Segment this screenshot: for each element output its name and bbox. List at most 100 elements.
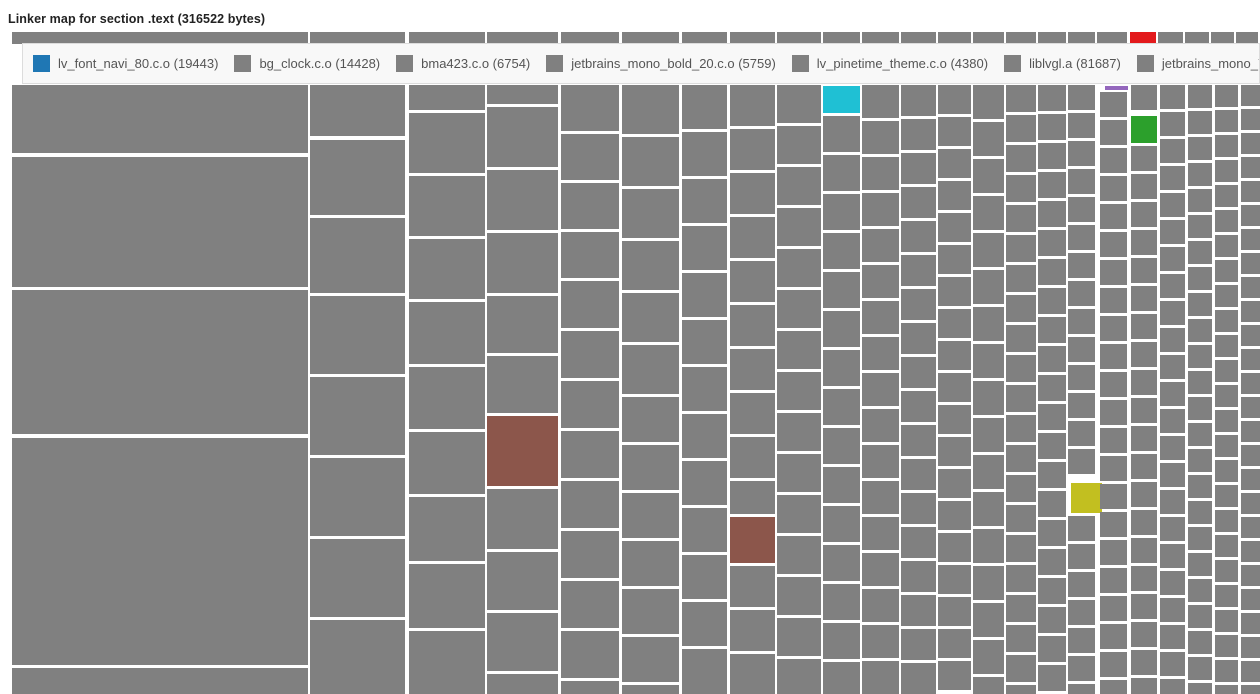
treemap-tile[interactable] xyxy=(1100,316,1127,341)
treemap-tile[interactable] xyxy=(409,85,485,110)
treemap-tile[interactable] xyxy=(1100,204,1127,229)
treemap-tile[interactable] xyxy=(862,553,899,586)
treemap-tile[interactable] xyxy=(1131,85,1157,110)
treemap-tile[interactable] xyxy=(1215,110,1238,132)
treemap-tile[interactable] xyxy=(1241,685,1260,694)
treemap-tile[interactable] xyxy=(1160,652,1185,676)
treemap-tile[interactable] xyxy=(1241,445,1260,466)
treemap-tile[interactable] xyxy=(1131,174,1157,199)
treemap-tile[interactable] xyxy=(730,393,775,434)
treemap-tile[interactable] xyxy=(622,85,679,134)
treemap-tile[interactable] xyxy=(938,149,971,178)
treemap-tile[interactable] xyxy=(1100,260,1127,285)
treemap-tile[interactable] xyxy=(1215,410,1238,432)
treemap-tile[interactable] xyxy=(777,577,821,615)
treemap-tile[interactable] xyxy=(1038,201,1066,227)
treemap-tile[interactable] xyxy=(310,377,405,455)
treemap-tile[interactable] xyxy=(1038,288,1066,314)
treemap-tile[interactable] xyxy=(1131,202,1157,227)
treemap-tile[interactable] xyxy=(1241,205,1260,226)
treemap-tile[interactable] xyxy=(862,85,899,118)
treemap-tile[interactable] xyxy=(561,134,619,180)
treemap-tile[interactable] xyxy=(901,357,936,388)
legend-entry[interactable]: liblvgl.a (81687) xyxy=(1004,55,1121,72)
treemap-tile[interactable] xyxy=(1068,253,1095,278)
treemap-tile[interactable] xyxy=(1006,445,1036,472)
treemap-tile[interactable] xyxy=(1006,625,1036,652)
treemap-tile[interactable] xyxy=(1100,372,1127,397)
treemap-tile[interactable] xyxy=(1006,295,1036,322)
treemap-tile[interactable] xyxy=(1100,92,1127,117)
treemap-tile[interactable] xyxy=(862,445,899,478)
treemap-tile[interactable] xyxy=(487,32,558,44)
treemap-tile[interactable] xyxy=(12,157,308,287)
treemap-tile[interactable] xyxy=(1188,371,1212,394)
treemap-tile[interactable] xyxy=(1100,624,1127,649)
treemap-tile[interactable] xyxy=(973,566,1004,600)
treemap-tile[interactable] xyxy=(1038,433,1066,459)
treemap-tile[interactable] xyxy=(730,85,775,126)
treemap-tile[interactable] xyxy=(487,489,558,549)
treemap-tile[interactable] xyxy=(1038,32,1066,44)
treemap-tile[interactable] xyxy=(938,565,971,594)
treemap-tile[interactable] xyxy=(901,153,936,184)
treemap-tile[interactable] xyxy=(823,233,860,269)
treemap-tile[interactable] xyxy=(730,349,775,390)
treemap-tile[interactable] xyxy=(1241,301,1260,322)
treemap-tile[interactable] xyxy=(12,290,308,434)
treemap-tile[interactable] xyxy=(1215,485,1238,507)
treemap-tile[interactable] xyxy=(901,323,936,354)
treemap-tile[interactable] xyxy=(938,32,971,44)
treemap-tile[interactable] xyxy=(938,309,971,338)
treemap-tile[interactable] xyxy=(682,132,727,176)
treemap-tile[interactable] xyxy=(730,217,775,258)
treemap-tile[interactable] xyxy=(1068,337,1095,362)
treemap-tile[interactable] xyxy=(1068,544,1095,569)
treemap-tile[interactable] xyxy=(487,85,558,104)
treemap-tile[interactable] xyxy=(1160,490,1185,514)
treemap-tile[interactable] xyxy=(1160,274,1185,298)
treemap-tile[interactable] xyxy=(901,561,936,592)
treemap-tile[interactable] xyxy=(409,564,485,628)
treemap-tile[interactable] xyxy=(1038,172,1066,198)
treemap-tile[interactable] xyxy=(862,337,899,370)
treemap-tile[interactable] xyxy=(1068,628,1095,653)
treemap-tile[interactable] xyxy=(1241,637,1260,658)
treemap-tile[interactable] xyxy=(1188,345,1212,368)
treemap-tile[interactable] xyxy=(1100,484,1127,509)
treemap-tile[interactable] xyxy=(561,631,619,678)
treemap-tile[interactable] xyxy=(1068,449,1095,474)
treemap-tile[interactable] xyxy=(938,501,971,530)
treemap-tile[interactable] xyxy=(12,668,308,694)
treemap-tile[interactable] xyxy=(938,597,971,626)
treemap-tile[interactable] xyxy=(1160,220,1185,244)
treemap-tile[interactable] xyxy=(973,32,1004,44)
treemap-tile[interactable] xyxy=(409,497,485,561)
treemap-tile[interactable] xyxy=(973,85,1004,119)
treemap-tile[interactable] xyxy=(1188,475,1212,498)
treemap-tile[interactable] xyxy=(1068,309,1095,334)
treemap-tile[interactable] xyxy=(409,113,485,173)
treemap-tile[interactable] xyxy=(1068,281,1095,306)
treemap-tile[interactable] xyxy=(938,213,971,242)
treemap-tile[interactable] xyxy=(682,602,727,646)
treemap-tile[interactable] xyxy=(730,305,775,346)
treemap-tile[interactable] xyxy=(777,290,821,328)
treemap-tile[interactable] xyxy=(1131,258,1157,283)
treemap-tile[interactable] xyxy=(1068,516,1095,541)
treemap-tile[interactable] xyxy=(1160,625,1185,649)
treemap-tile[interactable] xyxy=(561,381,619,428)
treemap-tile[interactable] xyxy=(730,261,775,302)
treemap-tile[interactable] xyxy=(622,685,679,694)
treemap-tile[interactable] xyxy=(1241,277,1260,298)
treemap-tile[interactable] xyxy=(1241,397,1260,418)
treemap-tile[interactable] xyxy=(862,193,899,226)
treemap-tile[interactable] xyxy=(1100,288,1127,313)
treemap-tile[interactable] xyxy=(1160,166,1185,190)
treemap-tile[interactable] xyxy=(1160,571,1185,595)
treemap-tile[interactable] xyxy=(1160,328,1185,352)
treemap-tile[interactable] xyxy=(862,625,899,658)
treemap-tile[interactable] xyxy=(1131,370,1157,395)
treemap-tile[interactable] xyxy=(823,545,860,581)
treemap-tile[interactable] xyxy=(1215,535,1238,557)
